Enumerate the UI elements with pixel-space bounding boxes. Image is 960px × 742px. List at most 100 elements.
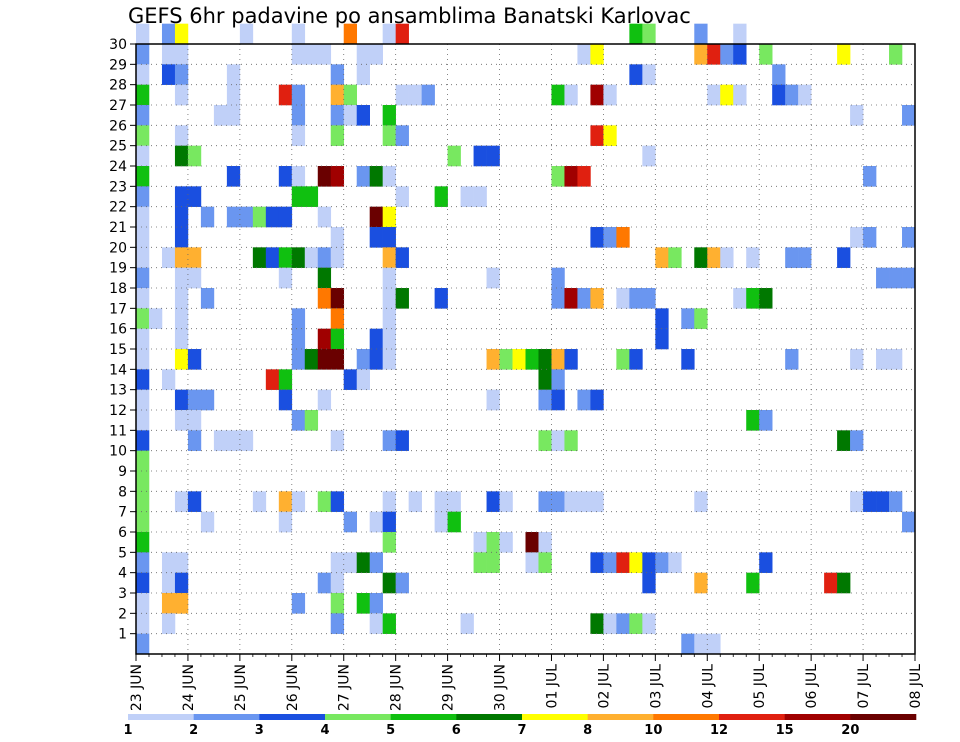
- heatmap-cell: [382, 349, 396, 370]
- heatmap-cell: [395, 430, 409, 451]
- heatmap-cell: [369, 552, 383, 573]
- heatmap-cell: [136, 613, 150, 634]
- y-tick-label: 27: [109, 98, 127, 114]
- heatmap-cell: [382, 613, 396, 634]
- heatmap-cell: [616, 288, 630, 309]
- heatmap-cell: [837, 572, 851, 594]
- heatmap-cell: [486, 552, 500, 573]
- heatmap-cell: [356, 593, 370, 614]
- colorbar-label: 15: [776, 723, 794, 738]
- heatmap-cell: [486, 389, 500, 411]
- heatmap-cell: [330, 105, 345, 126]
- heatmap-cell: [707, 84, 721, 106]
- heatmap-cell: [330, 166, 345, 187]
- heatmap-cell: [850, 227, 864, 248]
- x-tick-label: 04 JUL: [700, 664, 716, 709]
- chart-title: GEFS 6hr padavine po ansamblima Banatski…: [128, 4, 691, 28]
- heatmap-cell: [356, 349, 370, 370]
- heatmap-cell: [577, 166, 591, 187]
- heatmap-cell: [408, 491, 422, 512]
- heatmap-cell: [291, 105, 306, 126]
- heatmap-cell: [434, 288, 448, 309]
- heatmap-cell: [330, 247, 345, 268]
- heatmap-cell: [136, 328, 150, 350]
- heatmap-cell: [174, 206, 189, 228]
- y-tick-label: 4: [118, 566, 127, 582]
- heatmap-cell: [174, 23, 189, 45]
- heatmap-cell: [759, 44, 773, 65]
- heatmap-cell: [382, 105, 396, 126]
- heatmap-cell: [161, 44, 176, 65]
- y-tick-label: 29: [109, 57, 127, 73]
- heatmap-cell: [330, 227, 345, 248]
- heatmap-cell: [317, 44, 332, 65]
- heatmap-cell: [746, 572, 760, 594]
- heatmap-cell: [161, 247, 176, 268]
- heatmap-cell: [136, 593, 150, 614]
- y-axis: 1234567891011121314151617181920212223242…: [109, 37, 136, 643]
- x-tick-label: 03 JUL: [648, 664, 664, 709]
- heatmap-cell: [590, 125, 604, 146]
- heatmap-cell: [278, 206, 293, 228]
- heatmap-cell: [408, 84, 422, 106]
- heatmap-cell: [642, 288, 656, 309]
- heatmap-cell: [136, 44, 150, 65]
- heatmap-cell: [278, 369, 293, 390]
- heatmap-cell: [629, 288, 643, 309]
- heatmap-cell: [395, 186, 409, 207]
- heatmap-cell: [187, 267, 202, 289]
- heatmap-cell: [369, 613, 383, 634]
- colorbar-swatch: [193, 714, 260, 720]
- heatmap-cell: [136, 450, 150, 472]
- y-tick-label: 2: [118, 606, 127, 622]
- heatmap-cell: [382, 247, 396, 268]
- heatmap-cell: [720, 84, 734, 106]
- heatmap-cell: [330, 84, 345, 106]
- x-tick-label: 06 JUL: [804, 664, 820, 709]
- heatmap-cell: [434, 511, 448, 533]
- heatmap-cell: [200, 206, 215, 228]
- heatmap-cell: [538, 552, 552, 573]
- heatmap-cell: [694, 247, 708, 268]
- heatmap-cell: [136, 572, 150, 594]
- heatmap-cell: [564, 166, 578, 187]
- heatmap-cell: [681, 349, 695, 370]
- heatmap-cell: [785, 247, 799, 268]
- heatmap-cell: [187, 247, 202, 268]
- heatmap-cell: [382, 430, 396, 451]
- x-tick-label: 05 JUL: [752, 664, 768, 709]
- heatmap-cell: [239, 206, 254, 228]
- heatmap-cell: [213, 430, 228, 451]
- heatmap-cell: [136, 247, 150, 268]
- heatmap-cell: [369, 206, 383, 228]
- y-tick-label: 14: [109, 362, 127, 378]
- heatmap-cell: [616, 552, 630, 573]
- heatmap-cell: [174, 145, 189, 167]
- heatmap-cell: [746, 247, 760, 268]
- y-tick-label: 15: [109, 342, 127, 358]
- heatmap-cell: [330, 572, 345, 594]
- heatmap-cell: [889, 349, 903, 370]
- heatmap-cell: [291, 84, 306, 106]
- heatmap-cell: [174, 308, 189, 329]
- heatmap-cell: [226, 64, 241, 85]
- heatmap-cell: [759, 288, 773, 309]
- heatmap-cell: [603, 227, 617, 248]
- heatmap-cell: [590, 44, 604, 65]
- heatmap-cell: [200, 389, 215, 411]
- y-tick-label: 17: [109, 301, 127, 317]
- heatmap-cell: [291, 349, 306, 370]
- heatmap-cell: [525, 349, 539, 370]
- heatmap-cell: [136, 410, 150, 431]
- y-tick-label: 19: [109, 261, 127, 277]
- heatmap-cell: [200, 288, 215, 309]
- heatmap-cell: [525, 552, 539, 573]
- heatmap-cell: [876, 349, 890, 370]
- colorbar-swatch: [587, 714, 654, 720]
- heatmap-cell: [863, 491, 877, 512]
- heatmap-cell: [356, 166, 370, 187]
- heatmap-cell: [590, 389, 604, 411]
- heatmap-cell: [187, 389, 202, 411]
- y-tick-label: 22: [109, 200, 127, 216]
- heatmap-cell: [226, 84, 241, 106]
